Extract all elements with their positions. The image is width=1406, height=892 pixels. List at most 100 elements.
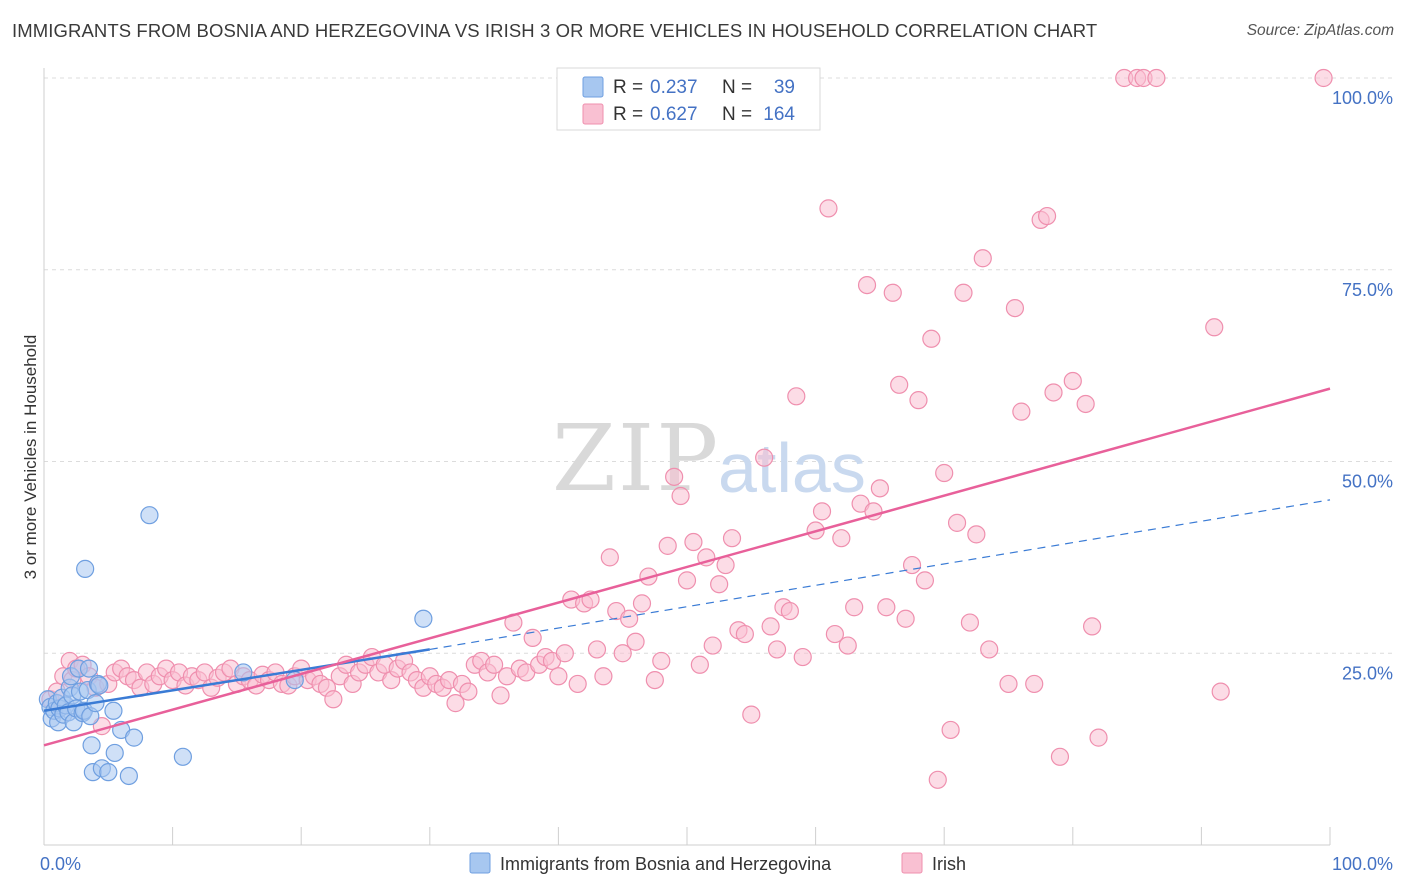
point-irish-163 (1205, 318, 1224, 337)
point-irish-138 (935, 463, 954, 483)
point-irish-143 (967, 525, 986, 544)
point-irish-96 (652, 651, 671, 671)
point-irish-116 (787, 387, 806, 406)
point-irish-120 (819, 199, 838, 218)
point-irish-144 (973, 249, 992, 268)
point-irish-134 (909, 391, 928, 410)
point-irish-145 (980, 640, 999, 659)
point-irish-136 (922, 329, 941, 348)
point-irish-126 (857, 275, 877, 295)
point-bosnia-34 (119, 766, 138, 786)
point-irish-151 (1037, 206, 1057, 226)
point-irish-147 (1005, 299, 1025, 318)
x-tick-label-0: 0.0% (40, 854, 81, 874)
point-irish-124 (845, 598, 864, 617)
tick-labels: 25.0% 50.0% 75.0% 100.0% 0.0% 100.0% (40, 88, 1393, 874)
point-irish-111 (755, 448, 774, 467)
point-irish-112 (761, 617, 780, 636)
point-irish-123 (838, 636, 857, 655)
legend-n-label-irish: N = (722, 104, 752, 125)
point-irish-80 (549, 667, 568, 686)
bottom-legend-swatch-irish (901, 852, 923, 874)
point-irish-132 (896, 609, 915, 628)
chart-title: IMMIGRANTS FROM BOSNIA AND HERZEGOVINA V… (12, 20, 1098, 41)
y-axis-label: 3 or more Vehicles in Household (21, 335, 40, 580)
y-tick-label-75: 75.0% (1342, 280, 1393, 300)
point-irish-93 (632, 594, 652, 613)
point-bosnia-28 (90, 676, 109, 695)
point-irish-70 (485, 655, 504, 674)
y-tick-label-100: 100.0% (1332, 88, 1393, 108)
point-irish-139 (941, 720, 960, 740)
bottom-legend-label-irish: Irish (932, 854, 966, 874)
point-irish-162 (1211, 682, 1230, 701)
point-irish-140 (947, 513, 967, 532)
legend-r-label-bosnia: R = (613, 77, 643, 98)
point-bosnia-22 (79, 659, 99, 678)
point-irish-129 (877, 598, 896, 617)
point-irish-91 (620, 609, 639, 628)
point-irish-92 (626, 632, 645, 651)
point-irish-117 (793, 647, 812, 667)
point-irish-64 (446, 694, 465, 713)
point-irish-128 (870, 479, 890, 498)
bottom-legend-swatch-bosnia (469, 852, 491, 874)
point-irish-131 (890, 375, 909, 394)
point-irish-83 (568, 674, 587, 694)
point-irish-100 (677, 571, 697, 590)
point-bosnia-32 (105, 743, 124, 763)
point-irish-109 (735, 624, 754, 644)
point-irish-133 (902, 555, 922, 575)
legend-n-value-bosnia: 39 (774, 77, 795, 98)
point-bosnia-38 (234, 663, 253, 682)
point-bosnia-31 (104, 701, 123, 720)
point-irish-148 (1012, 402, 1031, 421)
point-irish-155 (1076, 394, 1095, 414)
point-irish-161 (1147, 68, 1166, 88)
point-irish-105 (710, 575, 729, 594)
point-irish-142 (960, 613, 980, 632)
point-bosnia-37 (173, 747, 192, 766)
trend-bosnia-dashed (429, 499, 1331, 651)
legend-r-value-irish: 0.627 (650, 104, 698, 125)
point-irish-95 (645, 670, 664, 690)
point-irish-71 (491, 686, 510, 705)
point-irish-152 (1044, 383, 1063, 402)
legend-n-value-irish: 164 (763, 104, 795, 125)
point-irish-119 (812, 502, 832, 521)
legend-r-label-irish: R = (613, 104, 643, 125)
y-tick-label-50: 50.0% (1342, 472, 1393, 492)
trend-bosnia (43, 648, 430, 713)
source-label: Source: ZipAtlas.com (1246, 22, 1394, 39)
point-irish-110 (742, 705, 761, 724)
point-irish-149 (1025, 674, 1044, 694)
point-irish-141 (954, 283, 973, 302)
point-irish-107 (722, 529, 742, 548)
point-bosnia-36 (140, 506, 159, 525)
watermark: ZIP atlas (552, 405, 866, 512)
point-irish-113 (767, 640, 787, 659)
point-irish-137 (928, 770, 947, 789)
y-tick-label-25: 25.0% (1342, 663, 1393, 683)
point-irish-45 (324, 690, 343, 709)
point-irish-157 (1089, 728, 1108, 747)
point-irish-122 (832, 529, 851, 548)
legend-bottom: Immigrants from Bosnia and Herzegovina I… (469, 852, 966, 874)
point-irish-87 (594, 667, 613, 686)
point-irish-102 (690, 655, 709, 674)
point-irish-121 (825, 624, 844, 644)
legend-swatch-bosnia (582, 76, 604, 98)
point-irish-164 (1314, 68, 1333, 88)
point-irish-135 (915, 571, 935, 590)
point-irish-130 (883, 283, 902, 302)
point-irish-104 (703, 636, 722, 655)
point-irish-115 (780, 601, 799, 621)
point-irish-66 (459, 682, 478, 701)
point-irish-88 (600, 548, 619, 567)
point-bosnia-20 (76, 559, 95, 578)
trend-lines (43, 387, 1331, 747)
point-bosnia-40 (414, 609, 433, 628)
point-irish-101 (684, 532, 703, 552)
point-bosnia-30 (99, 763, 118, 782)
